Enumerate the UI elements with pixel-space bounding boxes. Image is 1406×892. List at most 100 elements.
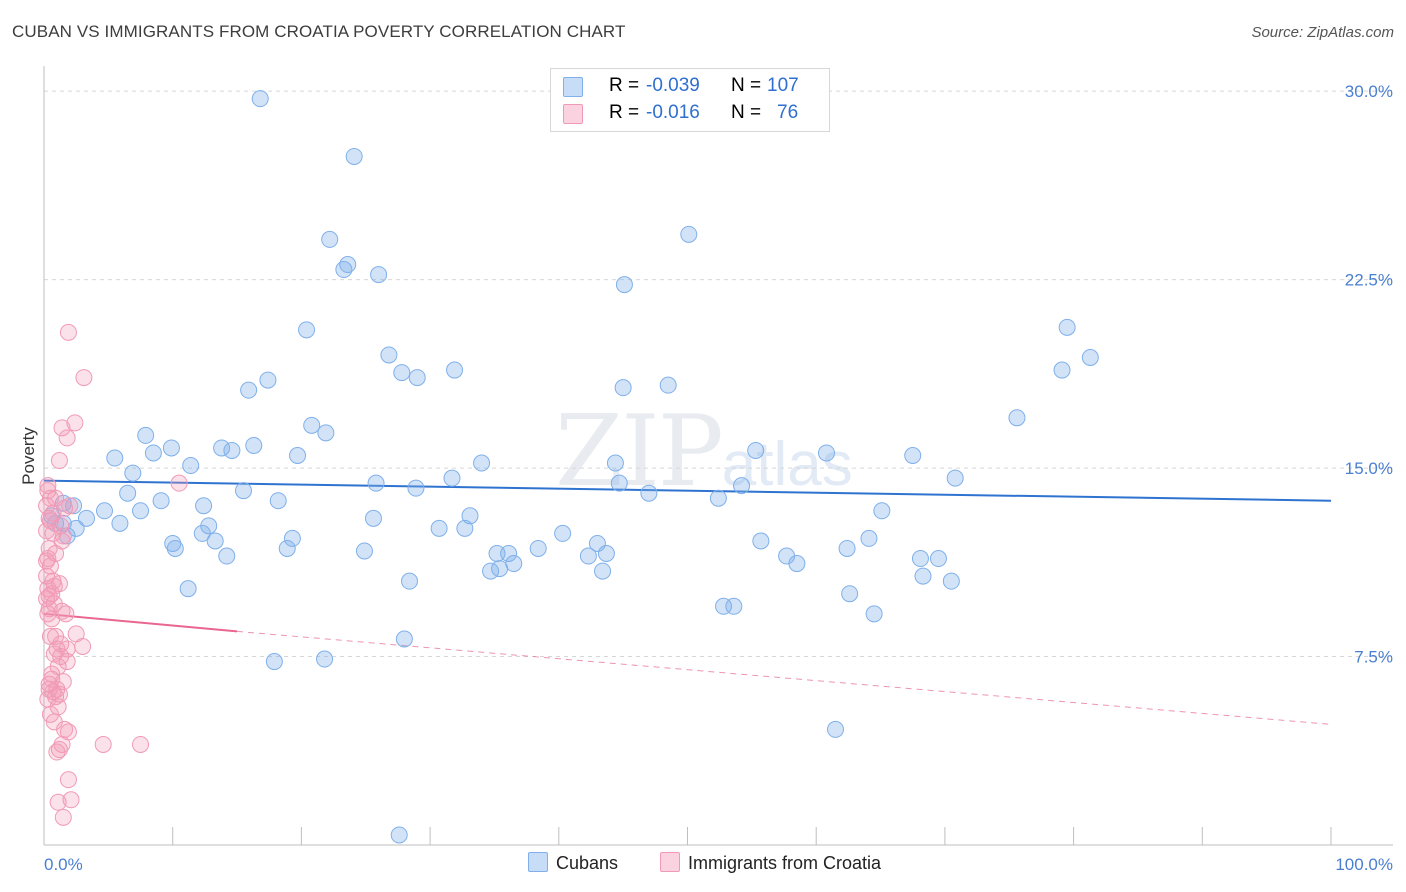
series-legend-cubans: Cubans [528,852,618,874]
cubans-point [278,539,296,557]
legend-n-value-1: 107 [767,75,799,96]
trend-lines [43,479,1332,725]
croatia-point [59,771,77,789]
croatia-point [62,791,80,809]
cubans-point [500,545,518,563]
croatia-point [39,477,57,495]
croatia-point [59,323,77,341]
cubans-point [615,276,633,294]
croatia-point [94,735,112,753]
croatia-point [54,808,72,826]
cubans-point [873,502,891,520]
cubans-point [709,489,727,507]
cubans-point [725,597,743,615]
cubans-point [461,507,479,525]
cubans-point [137,426,155,444]
cubans-point [259,371,277,389]
cubans-point [124,464,142,482]
cubans-point [166,539,184,557]
croatia-point [43,670,61,688]
cubans-point [929,550,947,568]
cubans-point [179,580,197,598]
cubans-point [1053,361,1071,379]
cubans-point [914,567,932,585]
cubans-point [838,539,856,557]
croatia-point [74,637,92,655]
cubans-point [269,492,287,510]
cubans-point [111,514,129,532]
source-credit: Source: ZipAtlas.com [1251,24,1394,41]
cubans-point [218,547,236,565]
cubans-point [106,449,124,467]
croatia-trend-extension [237,630,1332,725]
data-points [38,90,1099,844]
cubans-point [597,545,615,563]
cubans-point [446,361,464,379]
y-tick-label: 30.0% [1345,82,1393,101]
cubans-point [213,439,231,457]
cubans-point [95,502,113,520]
cubans-point [408,369,426,387]
croatia-point [44,504,62,522]
croatia-point [45,577,63,595]
legend-n-label-2: N = [731,102,762,123]
cubans-point [251,90,269,108]
croatia-point [49,793,67,811]
cubans-point [380,346,398,364]
croatia-point [58,429,76,447]
cubans-point [946,469,964,487]
cubans-point [367,474,385,492]
cubans-point [401,572,419,590]
cubans-point [321,230,339,248]
cubans-point [77,509,95,527]
cubans-point [529,539,547,557]
cubans-point [245,436,263,454]
croatia-point [48,640,66,658]
cubans-point [443,469,461,487]
cubans-point [152,492,170,510]
cubans-point [1008,409,1026,427]
y-axis-label: Poverty [19,427,38,485]
cubans-point [164,534,182,552]
cubans-point [407,479,425,497]
cubans-point [554,524,572,542]
cubans-point [335,261,353,279]
cubans-point [289,447,307,464]
y-tick-label: 22.5% [1345,271,1393,290]
cubans-point [747,441,765,459]
croatia-point [43,610,61,628]
cubans-point [265,653,283,671]
cubans-point [788,555,806,573]
croatia-point [38,552,56,570]
croatia-point [50,741,68,759]
series-swatch-cubans [528,852,548,872]
cubans-point [659,376,677,394]
cubans-point [395,630,413,648]
croatia-point [40,680,58,698]
cubans-point [1081,348,1099,366]
cubans-point [355,542,373,560]
cubans-point [195,497,213,515]
cubans-point [579,547,597,565]
cubans-point [132,502,150,520]
cubans-point [182,457,200,475]
croatia-point [58,653,76,671]
series-label-cubans: Cubans [556,853,619,873]
series-legend-croatia: Immigrants from Croatia [660,852,881,874]
cubans-point [733,477,751,495]
cubans-point [162,439,180,457]
cubans-point [240,381,258,399]
croatia-point [75,369,93,387]
croatia-point [48,743,66,761]
gridlines [44,90,1393,658]
cubans-point [58,527,76,545]
cubans-point [715,597,733,615]
cubans-point [193,524,211,542]
cubans-point [606,454,624,472]
cubans-point [370,266,388,284]
y-tick-label: 7.5% [1354,648,1393,667]
croatia-trend-line [43,612,238,633]
croatia-point [170,474,188,492]
cubans-point [680,225,698,243]
